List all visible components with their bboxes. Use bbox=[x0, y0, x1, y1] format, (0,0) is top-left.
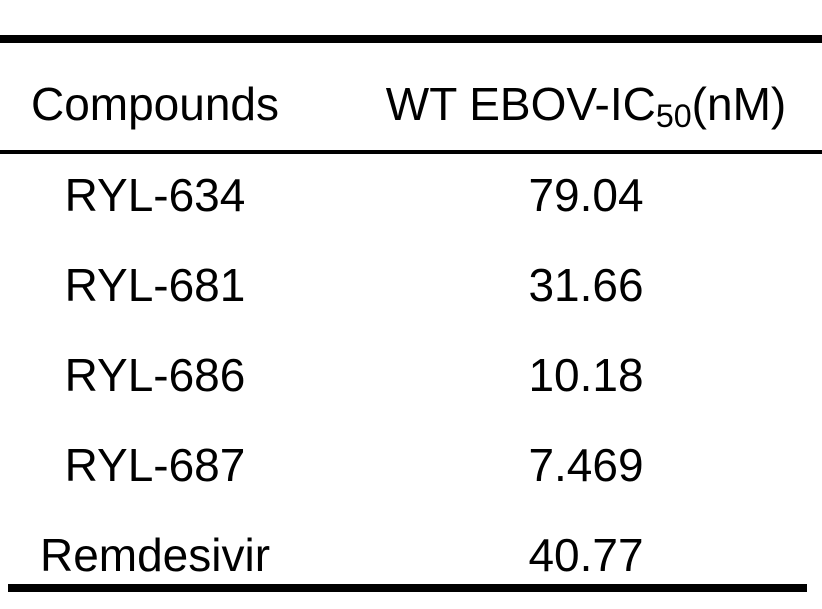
ic50-value-cell: 79.04 bbox=[528, 169, 644, 221]
table-row: Remdesivir 40.77 bbox=[0, 510, 822, 600]
table-row: RYL-681 31.66 bbox=[0, 240, 822, 330]
ic50-subscript: 50 bbox=[655, 97, 692, 134]
table-top-border-rule bbox=[0, 35, 822, 43]
table-row: RYL-687 7.469 bbox=[0, 420, 822, 510]
ic50-value-cell: 10.18 bbox=[528, 349, 644, 401]
compound-cell: RYL-634 bbox=[64, 169, 246, 221]
ic50-header-unit: (nM) bbox=[691, 77, 787, 130]
ic50-value-cell: 7.469 bbox=[528, 439, 644, 491]
compound-cell: Remdesivir bbox=[39, 529, 271, 581]
header-divider-rule bbox=[0, 150, 822, 154]
compound-cell: RYL-686 bbox=[64, 349, 246, 401]
header-cell-ic50: WT EBOV-IC50(nM) bbox=[350, 77, 822, 134]
table-row: RYL-634 79.04 bbox=[0, 150, 822, 240]
header-cell-compounds: Compounds bbox=[30, 77, 280, 130]
ic50-value-cell: 40.77 bbox=[528, 529, 644, 581]
compound-cell: RYL-681 bbox=[64, 259, 246, 311]
ic50-header-prefix: WT EBOV-IC bbox=[385, 77, 656, 130]
table-row: RYL-686 10.18 bbox=[0, 330, 822, 420]
table-bottom-border-rule bbox=[8, 584, 807, 592]
compound-cell: RYL-687 bbox=[64, 439, 246, 491]
ic50-value-cell: 31.66 bbox=[528, 259, 644, 311]
table-header-row: Compounds WT EBOV-IC50(nM) bbox=[0, 43, 822, 150]
